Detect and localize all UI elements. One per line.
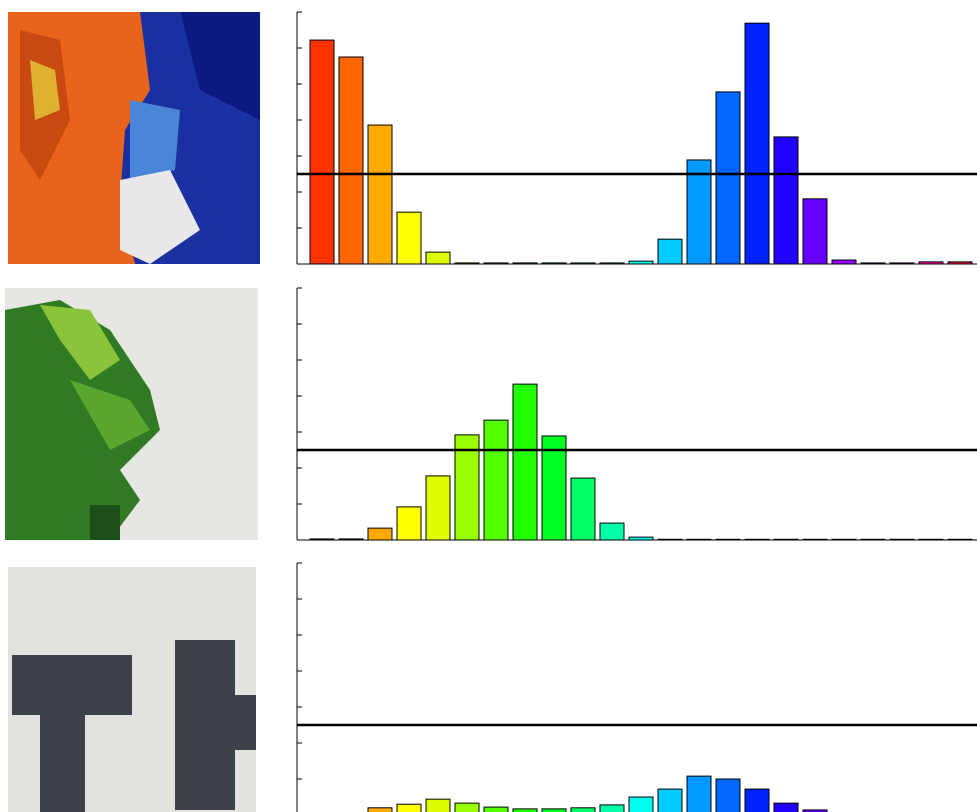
bar [484, 420, 508, 540]
bar [426, 476, 450, 540]
bar [600, 805, 624, 812]
bar [339, 57, 363, 264]
bar [687, 160, 711, 264]
bar [368, 125, 392, 264]
bar [397, 804, 421, 812]
bar [948, 539, 972, 540]
image-3 [8, 567, 256, 812]
bar [542, 436, 566, 540]
bar [629, 797, 653, 812]
bar [919, 539, 943, 540]
bar [861, 539, 885, 540]
bar [803, 539, 827, 540]
figure [0, 0, 977, 812]
bar [310, 539, 334, 540]
bar [571, 808, 595, 812]
bar [919, 262, 943, 264]
bar [426, 252, 450, 264]
bar [890, 263, 914, 264]
bar [397, 212, 421, 264]
image-2 [5, 288, 258, 540]
bar [629, 261, 653, 264]
bar [832, 539, 856, 540]
bar [513, 263, 537, 264]
bar [600, 523, 624, 540]
bar [890, 539, 914, 540]
bar [658, 789, 682, 812]
bar [832, 260, 856, 264]
bar [310, 40, 334, 264]
bar [774, 803, 798, 812]
bar [687, 776, 711, 812]
bar [426, 799, 450, 812]
bar [716, 539, 740, 540]
bar [484, 263, 508, 264]
bar [745, 23, 769, 264]
bar [397, 507, 421, 540]
page: {"chart_data": [ {"type": "bar", "values… [0, 0, 977, 812]
bar [803, 199, 827, 264]
image-1 [8, 10, 260, 264]
bar [455, 263, 479, 264]
bar [571, 478, 595, 540]
bar [658, 539, 682, 540]
bar [339, 539, 363, 540]
bar [542, 263, 566, 264]
bar [774, 539, 798, 540]
bar [600, 263, 624, 264]
bar [368, 528, 392, 540]
bar [368, 808, 392, 812]
bar [716, 779, 740, 812]
bar [861, 263, 885, 264]
bar [455, 803, 479, 812]
bar [571, 263, 595, 264]
bar [629, 537, 653, 540]
bar [658, 239, 682, 264]
bar [513, 384, 537, 540]
bar [745, 789, 769, 812]
bar [774, 137, 798, 264]
bar [687, 539, 711, 540]
bar [716, 92, 740, 264]
bar [484, 807, 508, 812]
bar [948, 262, 972, 264]
bar [745, 539, 769, 540]
